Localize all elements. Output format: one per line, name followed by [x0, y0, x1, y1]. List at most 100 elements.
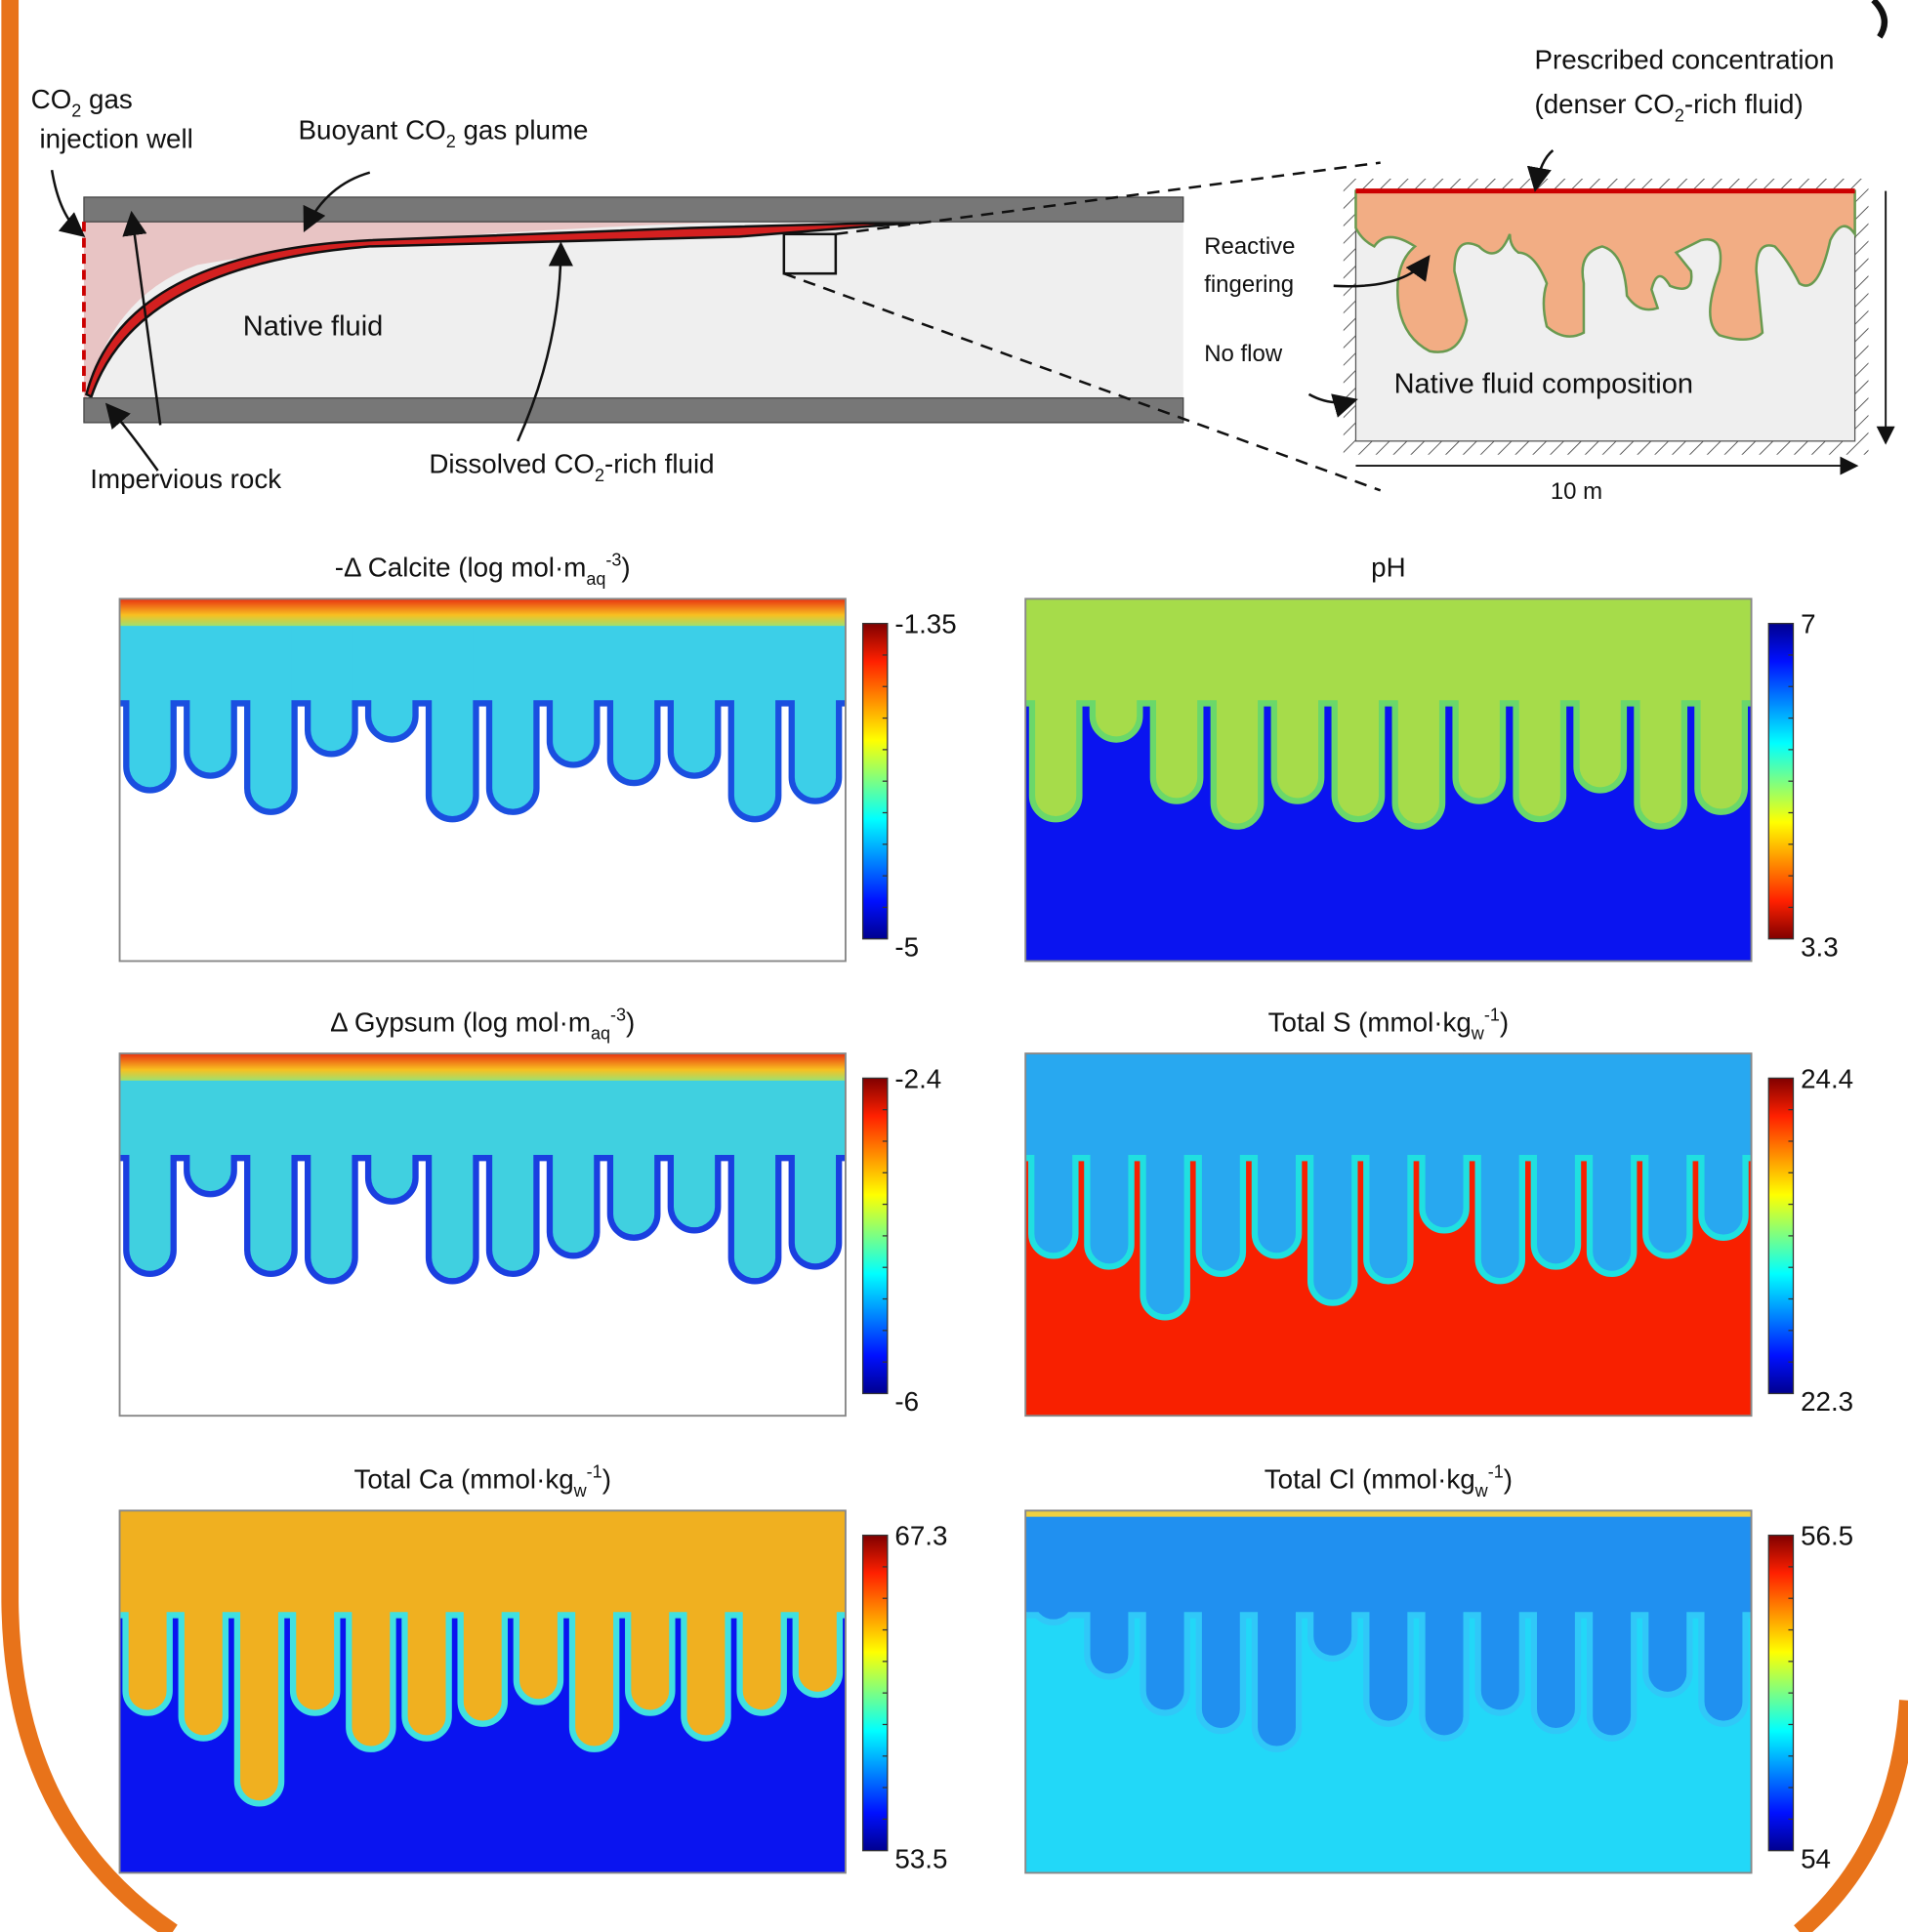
- text-segment: -Δ Calcite (log mol·m: [335, 553, 587, 583]
- finger: [463, 1510, 502, 1721]
- finger: [1216, 598, 1259, 824]
- colorbar-max: 56.5: [1801, 1521, 1853, 1551]
- text-segment: pH: [1371, 553, 1405, 583]
- text-segment: fingering: [1204, 271, 1294, 298]
- inset-fingers: [1354, 189, 1856, 353]
- finger: [371, 598, 413, 737]
- finger: [129, 1053, 171, 1271]
- text-segment: aq: [586, 569, 605, 589]
- text-segment: w: [573, 1481, 588, 1500]
- text-segment: w: [1474, 1481, 1489, 1500]
- label: fingering: [1204, 271, 1294, 298]
- finger: [1704, 1053, 1743, 1235]
- text-segment: 2: [71, 101, 81, 120]
- field-border: [1024, 597, 1753, 963]
- field-border: [1024, 1052, 1753, 1418]
- text-segment: -rich fluid): [1684, 89, 1804, 119]
- finger: [1425, 1510, 1464, 1736]
- finger: [1579, 598, 1621, 788]
- colorbar-min: 53.5: [894, 1843, 947, 1873]
- finger: [407, 1510, 446, 1736]
- finger: [1425, 1053, 1464, 1228]
- finger: [1537, 1053, 1575, 1264]
- boundary-layer: [119, 598, 846, 627]
- finger: [673, 598, 716, 773]
- finger: [1201, 1053, 1240, 1271]
- caprock: [83, 196, 1184, 223]
- colorbar-max: 67.3: [894, 1521, 947, 1551]
- finger: [189, 598, 231, 773]
- zoom-line: [835, 161, 1381, 236]
- finger: [1276, 598, 1319, 799]
- finger: [492, 1053, 534, 1271]
- finger: [1034, 1053, 1073, 1254]
- label: Prescribed concentration: [1534, 45, 1834, 75]
- finger: [250, 1053, 292, 1271]
- label: (denser CO2-rich fluid): [1534, 89, 1803, 125]
- arrow: [1307, 392, 1358, 418]
- text-segment: Prescribed concentration: [1534, 45, 1834, 75]
- finger: [673, 1053, 716, 1228]
- finger: [352, 1510, 391, 1747]
- text-segment: ): [602, 1464, 611, 1495]
- finger: [240, 1510, 278, 1801]
- label: Impervious rock: [90, 464, 281, 494]
- arrow: [1333, 254, 1431, 288]
- finger: [1704, 1510, 1743, 1721]
- finger: [371, 1053, 413, 1199]
- frame-right: [1794, 1700, 1908, 1932]
- text-segment: gas plume: [456, 115, 589, 145]
- panel-title: Total Cl (mmol·kgw-1): [1265, 1462, 1513, 1500]
- finger: [1369, 1053, 1408, 1279]
- text-segment: ): [621, 553, 630, 583]
- text-segment: Native fluid: [243, 310, 384, 342]
- text-segment: 2: [446, 132, 456, 151]
- text-segment: ): [1500, 1007, 1509, 1037]
- text-segment: 10 m: [1551, 478, 1602, 505]
- finger: [1145, 1510, 1184, 1710]
- text-segment: CO: [31, 84, 72, 114]
- finger: [1035, 598, 1077, 817]
- finger: [1313, 1053, 1352, 1300]
- text-segment: aq: [591, 1024, 610, 1044]
- finger: [296, 1510, 335, 1710]
- label: No flow: [1204, 341, 1283, 367]
- text-segment: ): [1504, 1464, 1513, 1495]
- finger: [1518, 598, 1560, 816]
- field-border: [1024, 1509, 1753, 1874]
- finger: [1258, 1053, 1296, 1254]
- finger: [798, 1510, 837, 1692]
- colorbar-max: -1.35: [894, 609, 956, 639]
- arrow: [104, 402, 159, 472]
- frame-top-right: [1871, 0, 1888, 39]
- arrow: [122, 210, 162, 426]
- text-segment: -1: [1484, 1005, 1500, 1024]
- label: 10 m: [1551, 478, 1602, 505]
- arrow: [303, 171, 371, 233]
- arrow: [50, 169, 86, 238]
- zoom-line: [783, 272, 1382, 492]
- text-segment: -3: [610, 1005, 626, 1024]
- text-segment: -1: [1488, 1462, 1504, 1482]
- label: Buoyant CO2 gas plume: [299, 115, 589, 151]
- finger: [1337, 598, 1379, 817]
- field-border: [118, 1052, 847, 1418]
- label: Native fluid composition: [1394, 369, 1693, 400]
- finger: [1156, 598, 1198, 799]
- finger: [686, 1510, 726, 1736]
- panel-title: Total Ca (mmol·kgw-1): [354, 1462, 611, 1500]
- text-segment: ): [626, 1007, 635, 1037]
- zoom-box: [782, 232, 838, 275]
- finger: [1593, 1510, 1632, 1736]
- text-segment: -rich fluid: [604, 449, 715, 479]
- finger: [1648, 1510, 1687, 1692]
- finger: [794, 1053, 837, 1264]
- field: [119, 1053, 846, 1417]
- finger: [432, 598, 474, 817]
- finger: [553, 598, 595, 762]
- finger: [553, 1053, 595, 1254]
- text-segment: Dissolved CO: [429, 449, 595, 479]
- field: [1025, 1510, 1752, 1873]
